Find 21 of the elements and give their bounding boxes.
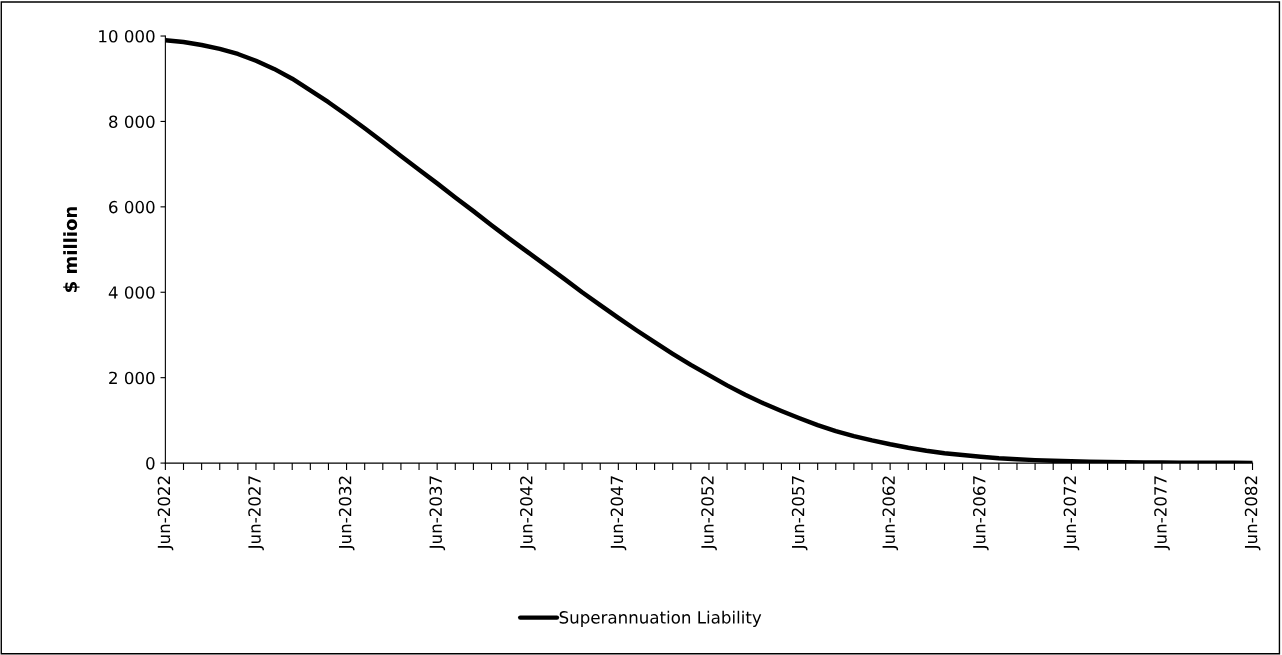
x-tick-label: Jun-2042 xyxy=(519,476,536,551)
y-tick-label: 2 000 xyxy=(109,371,155,385)
y-tick-label: 4 000 xyxy=(108,286,155,299)
y-tick-label: 6 000 xyxy=(109,200,155,214)
legend-label: Superannuation Liability xyxy=(559,610,762,627)
y-tick-label: 10 000 xyxy=(99,29,155,43)
x-tick-label: Jun-2022 xyxy=(157,476,174,551)
x-tick-label: Jun-2082 xyxy=(1244,476,1261,551)
x-tick-label: Jun-2072 xyxy=(1063,476,1080,551)
x-tick-label: Jun-2057 xyxy=(791,476,808,551)
x-tick-label: Jun-2037 xyxy=(429,476,446,551)
x-tick-label: Jun-2077 xyxy=(1154,476,1170,551)
x-tick-label: Jun-2027 xyxy=(248,476,264,551)
y-tick-label: 0 xyxy=(146,457,155,470)
x-tick-label: Jun-2047 xyxy=(610,476,627,551)
y-axis-title: $ million xyxy=(63,207,80,292)
x-tick-label: Jun-2032 xyxy=(338,476,355,551)
y-tick-label: 8 000 xyxy=(109,115,155,129)
x-tick-label: Jun-2067 xyxy=(972,476,989,551)
x-tick-label: Jun-2062 xyxy=(882,476,899,551)
x-tick-label: Jun-2052 xyxy=(701,476,717,551)
